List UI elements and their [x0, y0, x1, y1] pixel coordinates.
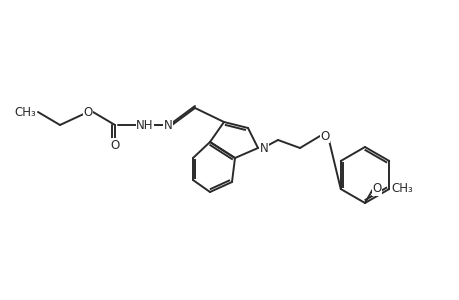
Text: CH₃: CH₃ [14, 106, 36, 118]
Text: N: N [259, 142, 268, 154]
Text: N: N [163, 118, 172, 131]
Text: NH: NH [136, 118, 153, 131]
Text: O: O [319, 130, 329, 142]
Text: O: O [83, 106, 92, 118]
Text: O: O [110, 139, 119, 152]
Text: CH₃: CH₃ [390, 182, 412, 196]
Text: O: O [372, 182, 381, 196]
